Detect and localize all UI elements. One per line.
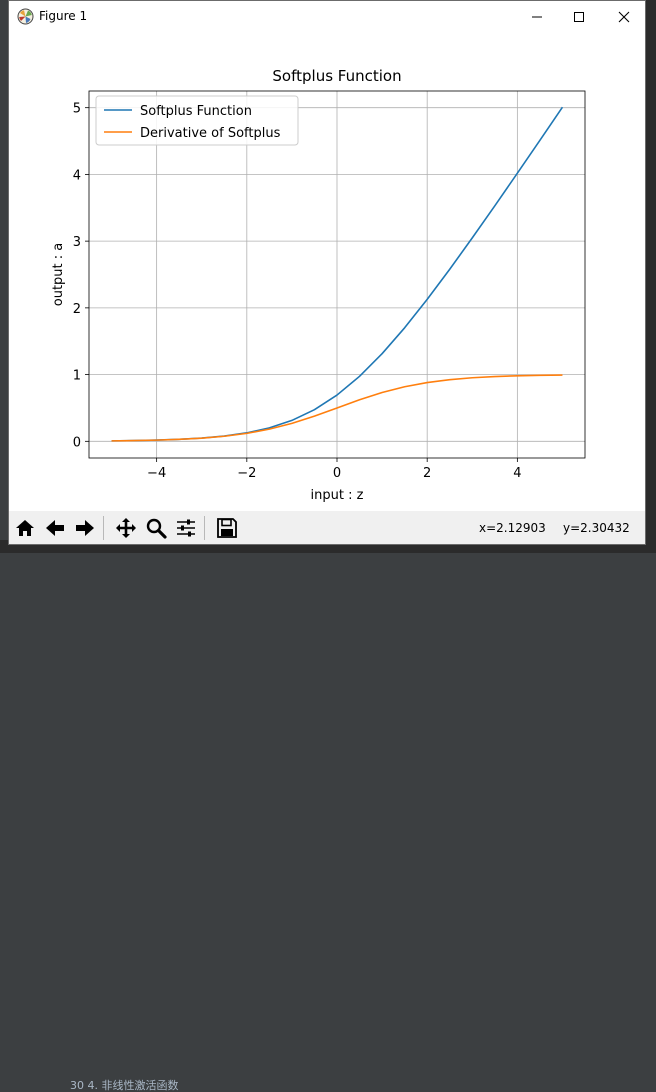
x-axis-label: input : z: [311, 488, 364, 503]
pan-button[interactable]: [112, 515, 140, 541]
series-lines: [111, 106, 564, 442]
y-tick-label: 3: [73, 235, 81, 250]
back-arrow-icon: [46, 520, 64, 536]
forward-button[interactable]: [71, 515, 99, 541]
y-tick-label: 4: [73, 168, 81, 183]
y-tick-label: 1: [73, 369, 81, 384]
axis-ticks: −4 −2 0 2 4 0 1 2 3 4 5: [73, 102, 522, 481]
save-button[interactable]: [213, 515, 241, 541]
x-tick-label: 4: [513, 466, 521, 481]
chart-title: Softplus Function: [272, 67, 401, 85]
close-icon: [618, 11, 630, 23]
title-bar[interactable]: Figure 1: [9, 1, 645, 33]
home-button[interactable]: [11, 515, 39, 541]
y-tick-label: 0: [73, 435, 81, 450]
maximize-icon: [574, 12, 584, 22]
configure-subplots-button[interactable]: [172, 515, 200, 541]
forward-arrow-icon: [76, 520, 94, 536]
close-button[interactable]: [601, 1, 647, 33]
y-tick-label: 2: [73, 302, 81, 317]
matplotlib-figure-icon: [17, 8, 34, 25]
navigation-toolbar: x=2.12903 y=2.30432: [9, 511, 645, 544]
legend: Softplus Function Derivative of Softplus: [95, 95, 299, 146]
x-tick-label: 0: [333, 466, 341, 481]
configure-subplots-icon: [177, 519, 195, 537]
home-icon: [16, 520, 34, 536]
minimize-button[interactable]: [514, 1, 560, 33]
minimize-icon: [532, 16, 542, 18]
toolbar-separator: [103, 516, 104, 540]
grid-lines: [89, 91, 585, 458]
background-editor-text: 30 4. 非线性激活函数: [70, 1079, 179, 1092]
legend-label-1: Softplus Function: [140, 104, 252, 119]
legend-label-2: Derivative of Softplus: [140, 126, 281, 141]
x-coordinate-readout: x=2.12903: [479, 521, 546, 535]
zoom-button[interactable]: [142, 515, 170, 541]
save-disk-icon: [217, 518, 237, 538]
figure-canvas[interactable]: −4 −2 0 2 4 0 1 2 3 4 5 Softplus Function input : …: [9, 33, 645, 511]
y-axis-label: output : a: [51, 243, 66, 307]
series-line-2: [111, 374, 563, 442]
y-coordinate-readout: y=2.30432: [563, 521, 630, 535]
x-tick-label: −4: [147, 466, 166, 481]
pan-move-icon: [116, 518, 136, 538]
x-tick-label: 2: [423, 466, 431, 481]
legend-box: [95, 95, 299, 146]
window-title: Figure 1: [39, 9, 88, 23]
toolbar-separator: [204, 516, 205, 540]
y-tick-label: 5: [73, 102, 81, 117]
background-editor-strip: [646, 0, 656, 553]
figure-window: Figure 1 −4 −2 0 2 4 0 1 2 3 4 5 Softplus Function…: [8, 0, 646, 545]
softplus-chart[interactable]: −4 −2 0 2 4 0 1 2 3 4 5 Softplus Function input : …: [9, 33, 645, 511]
x-tick-label: −2: [237, 466, 256, 481]
maximize-button[interactable]: [556, 1, 602, 33]
back-button[interactable]: [41, 515, 69, 541]
zoom-magnifier-icon: [146, 518, 167, 539]
